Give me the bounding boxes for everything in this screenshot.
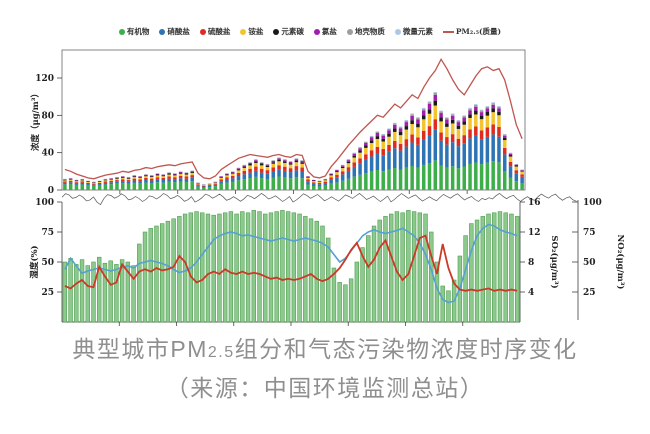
- humidity-axis-label: 湿度(%): [29, 245, 40, 278]
- svg-text:4: 4: [528, 288, 534, 298]
- svg-text:50: 50: [41, 258, 54, 268]
- legend-item-8: PM₂.₅(质量): [442, 26, 502, 37]
- svg-text:75: 75: [41, 228, 54, 238]
- figure-caption: 典型城市PM2.5组分和气态污染物浓度时序变化: [0, 330, 650, 364]
- legend-item-2: 硫酸盐: [199, 26, 231, 37]
- legend-dot-swatch: [273, 28, 280, 35]
- legend-label: PM₂.₅(质量): [455, 27, 502, 36]
- svg-text:16: 16: [528, 198, 541, 208]
- pm25-composition-timeseries-chart: 0 40 80 120 浓度（μg/m³） 25 50 75 100 湿度(%) 4 8 12 16 SO₂…: [29, 49, 626, 326]
- svg-text:100: 100: [583, 198, 602, 208]
- legend-label: 铵盐: [248, 27, 264, 36]
- top-chart: 0 40 80 120 浓度（μg/m³）: [30, 49, 526, 196]
- legend-dot-swatch: [240, 28, 247, 35]
- legend-dot-swatch: [118, 28, 125, 35]
- humidity-bars: [62, 210, 520, 323]
- svg-text:25: 25: [583, 288, 596, 298]
- svg-text:25: 25: [41, 288, 54, 298]
- svg-text:0: 0: [48, 186, 54, 196]
- svg-text:8: 8: [528, 258, 534, 268]
- legend-item-4: 元素碳: [273, 26, 304, 37]
- legend-label: 有机物: [126, 27, 150, 36]
- legend-label: 地壳物质: [354, 27, 385, 36]
- legend-item-5: 氯盐: [313, 26, 337, 37]
- no2-axis-label: NO₂(μg/m³): [615, 235, 626, 290]
- legend-line-swatch: [442, 30, 454, 33]
- legend-label: 微量元素: [402, 27, 433, 36]
- svg-text:80: 80: [41, 111, 54, 121]
- legend-label: 氯盐: [321, 27, 337, 36]
- figure-source: （来源：中国环境监测总站）: [165, 375, 485, 401]
- legend-dot-swatch: [346, 28, 353, 35]
- svg-text:100: 100: [35, 198, 54, 208]
- legend-dot-swatch: [199, 28, 206, 35]
- legend-item-0: 有机物: [118, 26, 150, 37]
- pm25-mass-line: [64, 57, 523, 180]
- svg-text:75: 75: [583, 228, 596, 238]
- svg-text:120: 120: [35, 74, 54, 84]
- top-y-axis-label: 浓度（μg/m³）: [30, 89, 41, 151]
- legend-item-1: 硝酸盐: [159, 26, 190, 37]
- no2-line: [64, 234, 518, 292]
- caption-text-prefix: 典型城市PM: [72, 336, 208, 362]
- caption-text-suffix: 组分和气态污染物浓度时序变化: [234, 336, 578, 362]
- chart-legend: 有机物 硝酸盐 硫酸盐 铵盐 元素碳 氯盐 地壳物质 微量元素 PM₂.₅(质量): [40, 26, 580, 37]
- legend-dot-swatch: [394, 28, 401, 35]
- legend-dot-swatch: [313, 28, 320, 35]
- so2-line: [64, 223, 518, 304]
- x-axis-date-labels-illegible: [61, 192, 577, 206]
- stacked-composition-bars: [63, 92, 524, 190]
- legend-label: 硝酸盐: [167, 27, 190, 36]
- svg-text:40: 40: [41, 149, 54, 159]
- legend-label: 硫酸盐: [207, 27, 231, 36]
- legend-dot-swatch: [159, 28, 166, 35]
- so2-axis-label: SO₂(μg/m³): [549, 235, 560, 288]
- legend-item-7: 微量元素: [394, 26, 433, 37]
- legend-label: 元素碳: [281, 27, 304, 36]
- svg-text:12: 12: [528, 228, 541, 238]
- legend-item-3: 铵盐: [240, 26, 263, 37]
- legend-item-6: 地壳物质: [346, 26, 385, 37]
- svg-text:50: 50: [583, 258, 596, 268]
- caption-pm25-subscript: 2.5: [207, 344, 235, 361]
